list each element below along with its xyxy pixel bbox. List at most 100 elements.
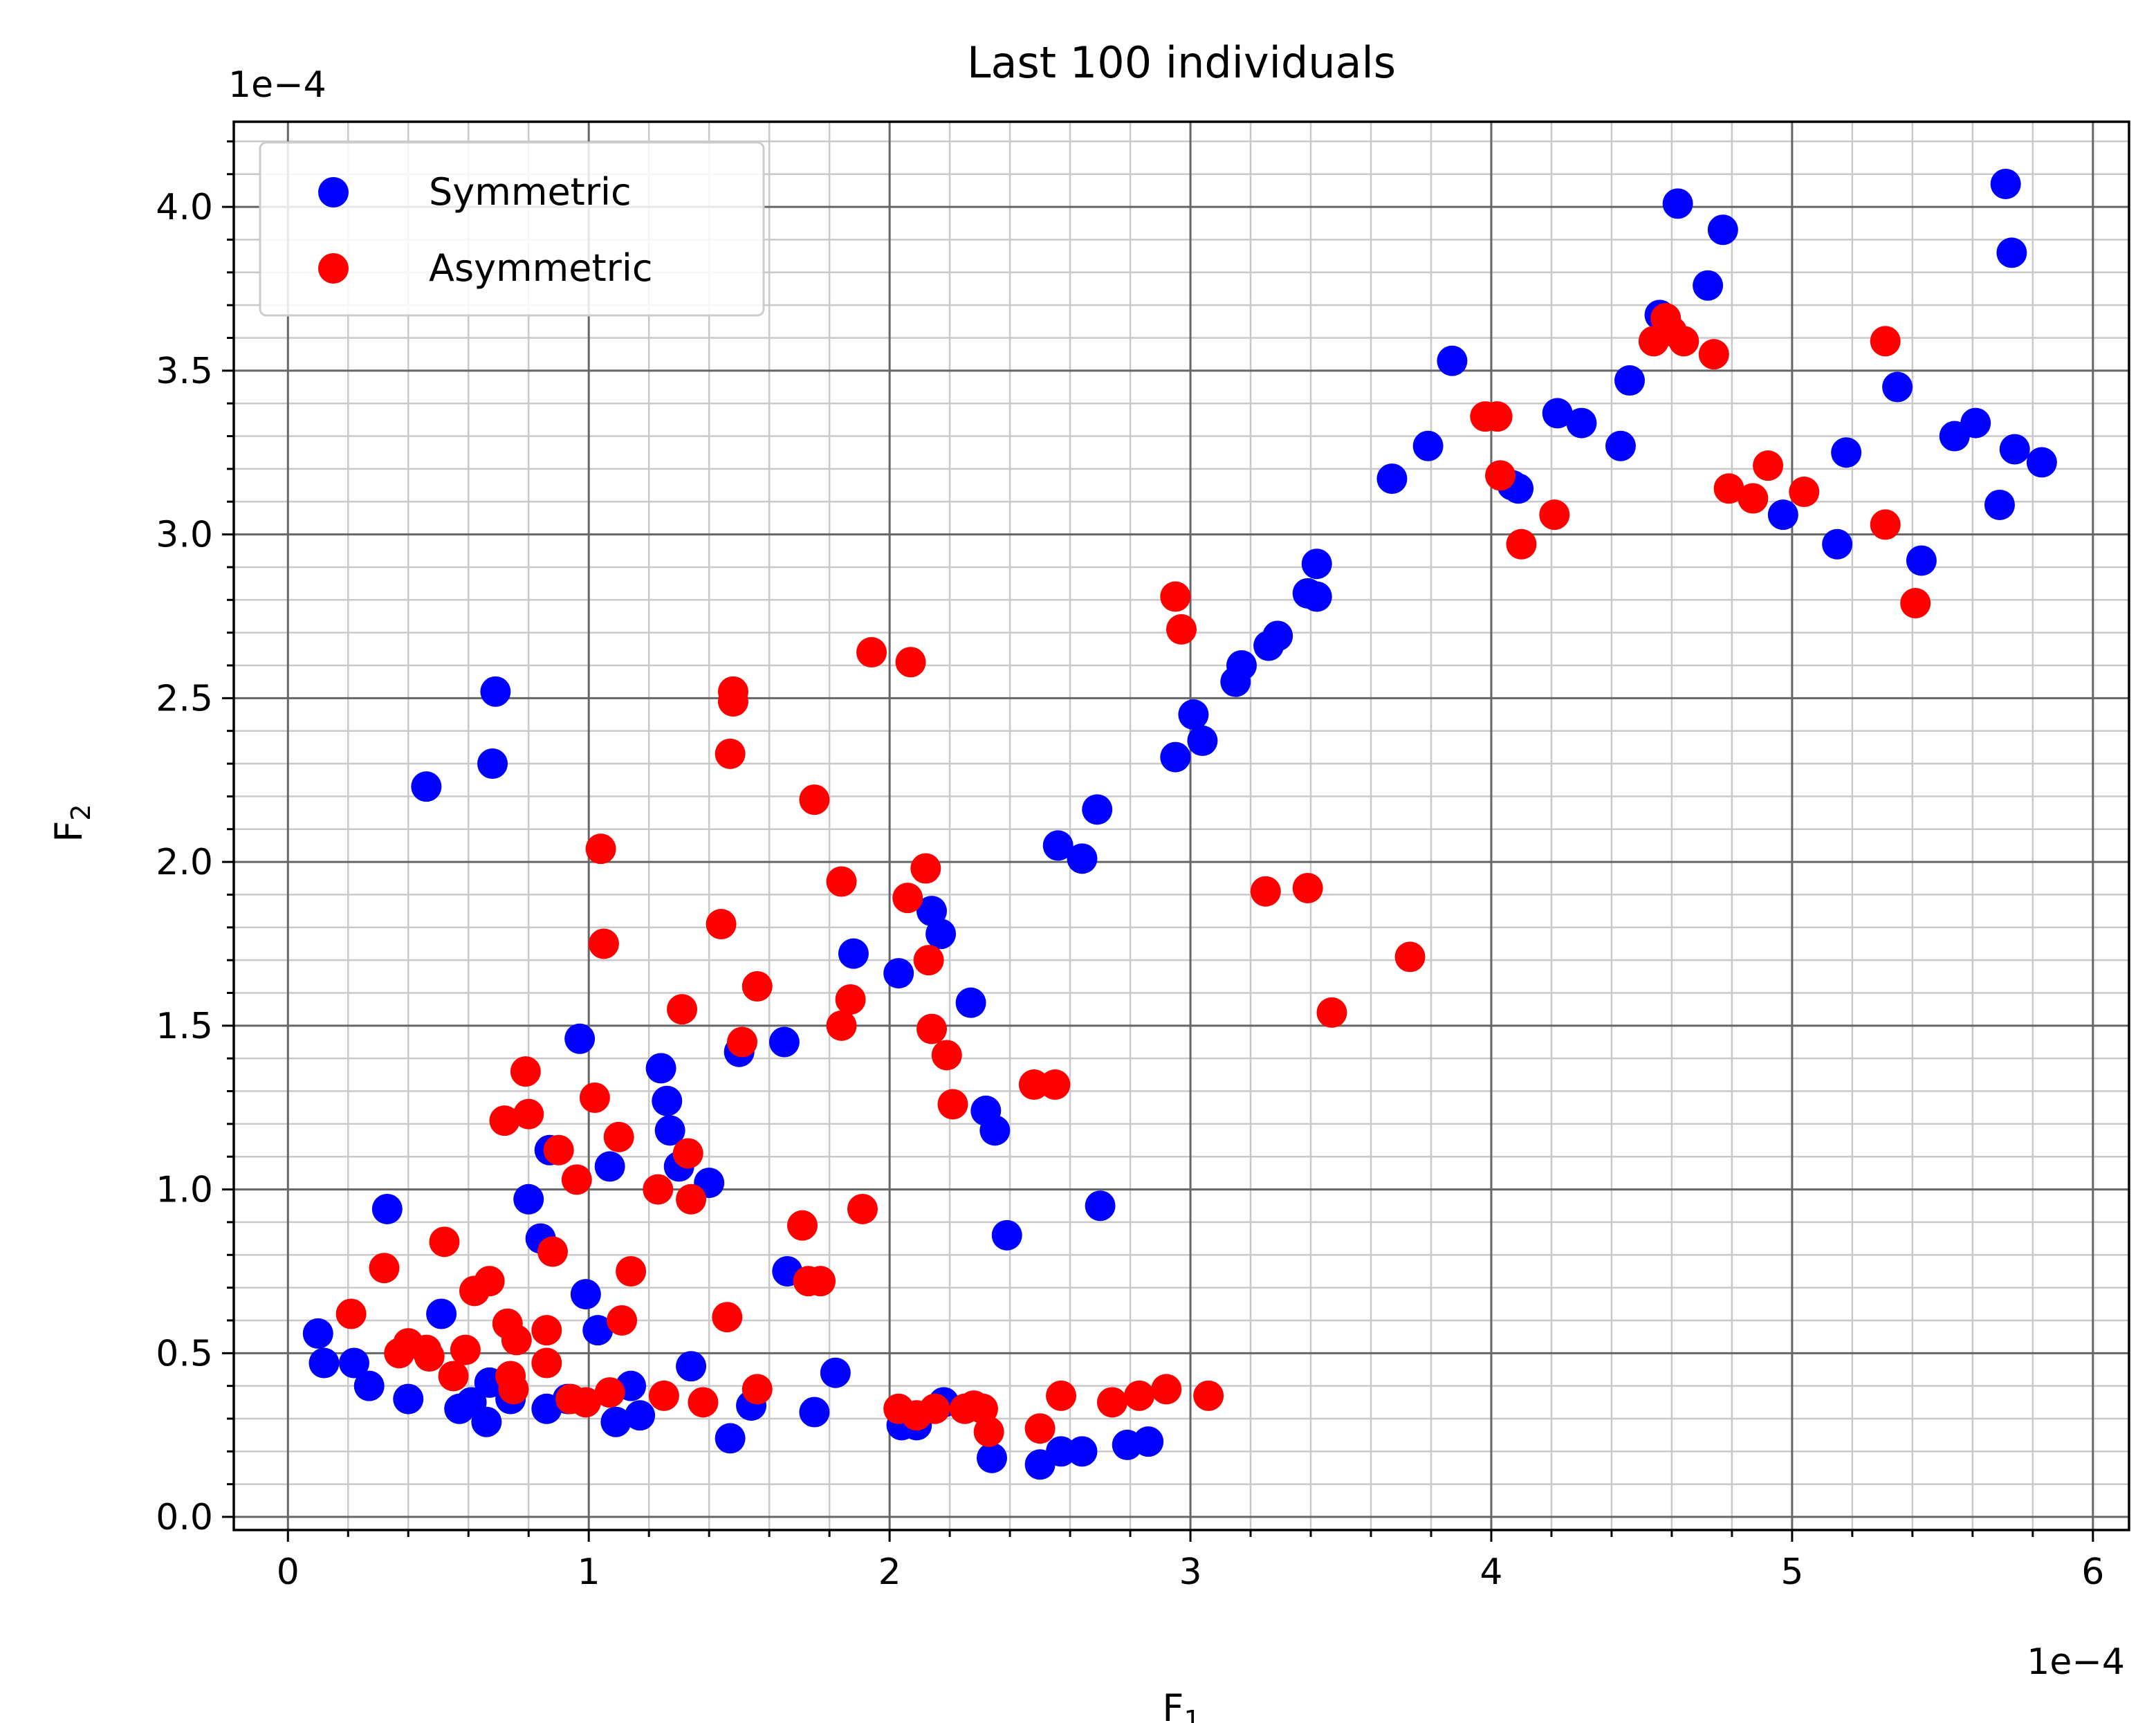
data-point-symmetric [1085, 1190, 1116, 1222]
data-point-asymmetric [1789, 477, 1820, 508]
data-point-asymmetric [916, 1013, 948, 1044]
data-point-asymmetric [1292, 872, 1323, 903]
legend-box [259, 141, 765, 317]
data-point-symmetric [308, 1347, 340, 1379]
data-point-symmetric [1707, 214, 1738, 246]
data-point-asymmetric [588, 928, 619, 959]
data-point-asymmetric [1018, 1069, 1049, 1100]
data-point-asymmetric [741, 971, 773, 1002]
data-point-symmetric [1178, 699, 1209, 730]
data-point-symmetric [1822, 528, 1853, 560]
data-point-asymmetric [799, 784, 830, 816]
data-point-symmetric [1662, 188, 1693, 219]
data-point-symmetric [1767, 499, 1798, 531]
data-point-symmetric [513, 1183, 544, 1215]
data-point-symmetric [1542, 398, 1573, 429]
data-point-symmetric [600, 1406, 632, 1437]
y-tick-label: 2.5 [156, 678, 213, 719]
y-tick-label: 3.0 [156, 515, 213, 556]
data-point-asymmetric [531, 1315, 562, 1346]
data-point-symmetric [883, 958, 914, 989]
x-offset-label: 1e−4 [2027, 1641, 2125, 1683]
data-point-asymmetric [931, 1040, 962, 1071]
data-points [302, 168, 2057, 1480]
data-point-symmetric [1831, 437, 1862, 468]
x-tick-label: 4 [1480, 1551, 1502, 1593]
data-point-symmetric [426, 1298, 457, 1329]
data-point-symmetric [371, 1193, 403, 1224]
data-point-asymmetric [856, 637, 887, 668]
data-point-symmetric [1301, 549, 1332, 580]
data-point-asymmetric [1738, 483, 1769, 514]
data-point-asymmetric [1040, 1069, 1071, 1100]
plot-frame [232, 120, 2130, 1531]
tick-labels: 0 1 2 3 4 5 6 0.0 0.5 1.0 1.5 2.0 2.5 3.0 3.5 4.0 [156, 187, 2104, 1593]
data-point-asymmetric [1539, 499, 1570, 531]
data-point-symmetric [1996, 237, 2027, 268]
data-point-symmetric [1160, 741, 1191, 773]
data-point-asymmetric [676, 1183, 707, 1215]
data-point-asymmetric [717, 686, 748, 717]
y-tick-label: 0.0 [156, 1497, 213, 1538]
data-point-symmetric [393, 1383, 424, 1415]
data-point-asymmetric [489, 1105, 520, 1136]
data-point-asymmetric [1713, 473, 1744, 504]
legend-label-asymmetric: Asymmetric [429, 246, 653, 290]
data-point-symmetric [1376, 463, 1408, 495]
data-point-symmetric [925, 919, 957, 950]
data-point-asymmetric [667, 994, 698, 1025]
data-point-asymmetric [835, 984, 866, 1015]
data-point-asymmetric [585, 833, 616, 865]
data-point-asymmetric [715, 738, 746, 769]
data-point-symmetric [1262, 620, 1293, 652]
x-tick-label: 6 [2081, 1551, 2104, 1593]
data-point-symmetric [411, 771, 442, 802]
x-tick-label: 0 [277, 1551, 300, 1593]
data-point-symmetric [1046, 1436, 1077, 1467]
data-point-symmetric [715, 1423, 746, 1454]
data-point-asymmetric [1166, 614, 1197, 645]
data-point-asymmetric [727, 1026, 758, 1058]
data-point-asymmetric [579, 1082, 610, 1113]
x-axis-label-main: F [1162, 1686, 1183, 1723]
data-point-asymmetric [474, 1266, 505, 1297]
data-point-symmetric [1082, 794, 1113, 825]
data-point-asymmetric [438, 1361, 469, 1392]
data-point-symmetric [1882, 371, 1913, 403]
y-tick-label: 4.0 [156, 187, 213, 228]
data-point-asymmetric [594, 1377, 625, 1408]
data-point-symmetric [477, 748, 508, 780]
data-point-asymmetric [607, 1305, 638, 1336]
data-point-asymmetric [570, 1387, 601, 1418]
data-point-symmetric [594, 1151, 625, 1182]
data-point-symmetric [1906, 545, 1937, 576]
data-point-symmetric [1301, 581, 1332, 612]
data-point-symmetric [799, 1397, 830, 1428]
data-point-symmetric [977, 1442, 1007, 1473]
data-point-symmetric [1133, 1426, 1164, 1457]
data-point-symmetric [625, 1400, 656, 1431]
data-point-asymmetric [1870, 509, 1901, 540]
data-point-asymmetric [672, 1138, 703, 1169]
x-tick-label: 1 [578, 1551, 600, 1593]
data-point-asymmetric [1151, 1374, 1182, 1405]
data-point-symmetric [480, 676, 511, 707]
y-tick-label: 3.5 [156, 351, 213, 392]
data-point-asymmetric [1485, 460, 1516, 491]
data-point-asymmetric [1482, 401, 1513, 432]
data-point-symmetric [1999, 434, 2030, 465]
data-point-symmetric [652, 1085, 683, 1116]
data-point-asymmetric [501, 1325, 532, 1356]
data-point-asymmetric [967, 1393, 998, 1424]
data-point-asymmetric [688, 1387, 719, 1418]
data-point-asymmetric [531, 1347, 562, 1379]
data-point-symmetric [564, 1023, 596, 1054]
y-axis-label: F2 [47, 804, 96, 842]
x-axis-label-sub: 1 [1183, 1705, 1200, 1723]
data-point-symmetric [582, 1315, 614, 1346]
data-point-symmetric [471, 1406, 502, 1437]
data-point-symmetric [1566, 407, 1597, 439]
data-point-symmetric [838, 938, 869, 969]
data-point-asymmetric [369, 1253, 400, 1284]
data-point-asymmetric [537, 1236, 569, 1267]
